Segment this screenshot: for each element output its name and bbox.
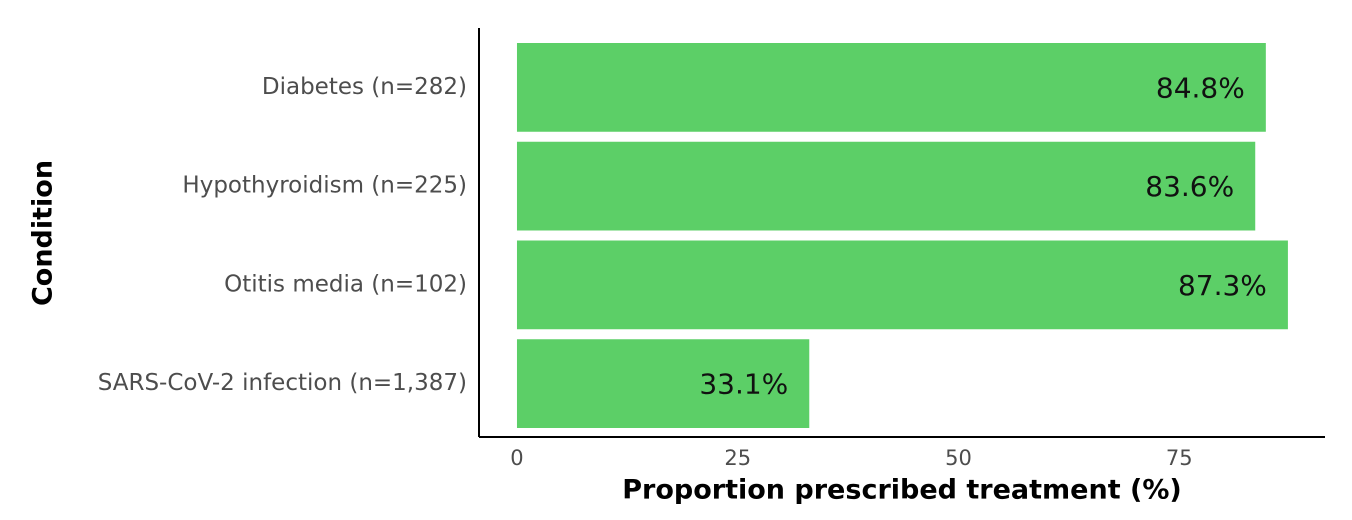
x-tick-label: 75 (1166, 446, 1193, 470)
value-label: 83.6% (1145, 170, 1234, 203)
value-label: 87.3% (1178, 269, 1267, 302)
x-axis-title: Proportion prescribed treatment (%) (622, 475, 1182, 506)
value-label: 33.1% (699, 368, 788, 401)
value-label: 84.8% (1156, 71, 1245, 104)
y-tick-label: Hypothyroidism (n=225) (182, 173, 467, 199)
y-tick-label: SARS-CoV-2 infection (n=1,387) (98, 370, 467, 396)
bar (516, 240, 1288, 330)
x-tick-label: 0 (510, 446, 523, 470)
y-tick-label: Otitis media (n=102) (224, 271, 467, 297)
x-tick-label: 25 (724, 446, 751, 470)
bar (516, 43, 1266, 132)
y-tick-label: Diabetes (n=282) (262, 74, 467, 100)
y-axis-title: Condition (28, 160, 59, 306)
x-tick-label: 50 (945, 446, 972, 470)
bar (516, 339, 810, 428)
bar (516, 141, 1256, 231)
